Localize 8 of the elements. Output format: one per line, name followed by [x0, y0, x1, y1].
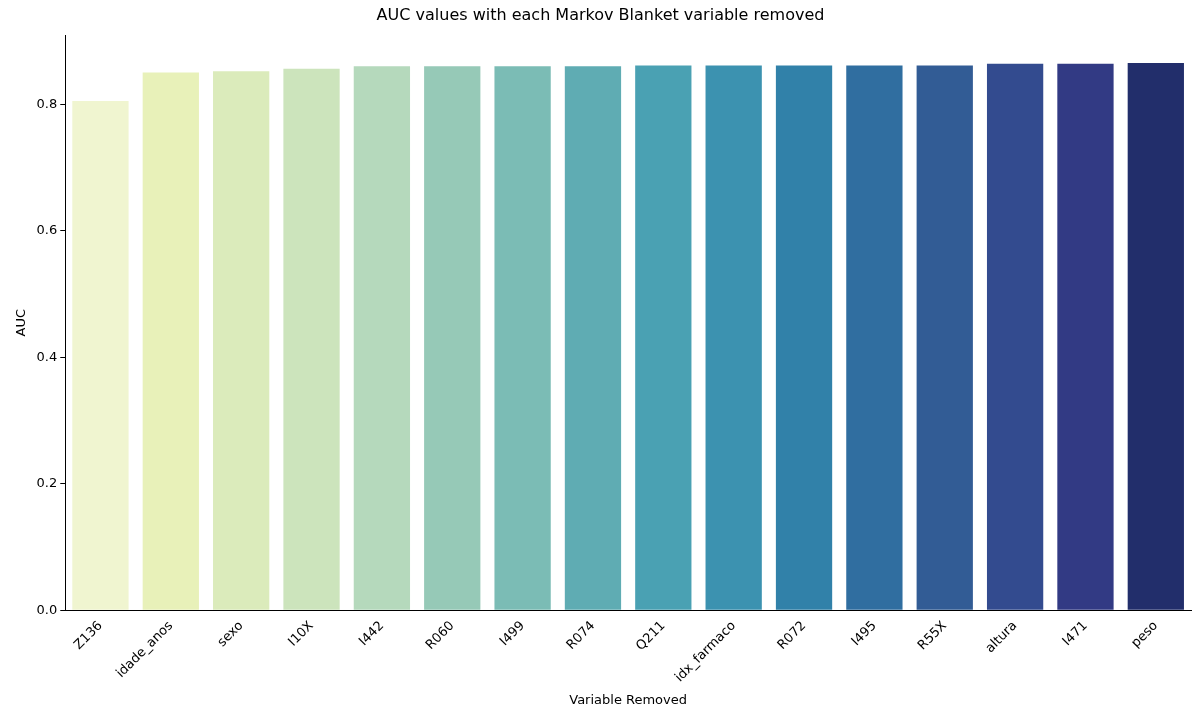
- y-tick-label: 0.4: [36, 348, 58, 364]
- y-tick-label: 0.0: [36, 601, 58, 617]
- y-tick-label: 0.8: [36, 95, 58, 111]
- chart-title: AUC values with each Markov Blanket variable removed: [376, 4, 825, 24]
- y-tick-label: 0.2: [36, 475, 58, 491]
- x-axis-title: Variable Removed: [569, 691, 688, 707]
- y-tick-label: 0.6: [36, 222, 58, 238]
- y-axis-title: AUC: [13, 308, 29, 337]
